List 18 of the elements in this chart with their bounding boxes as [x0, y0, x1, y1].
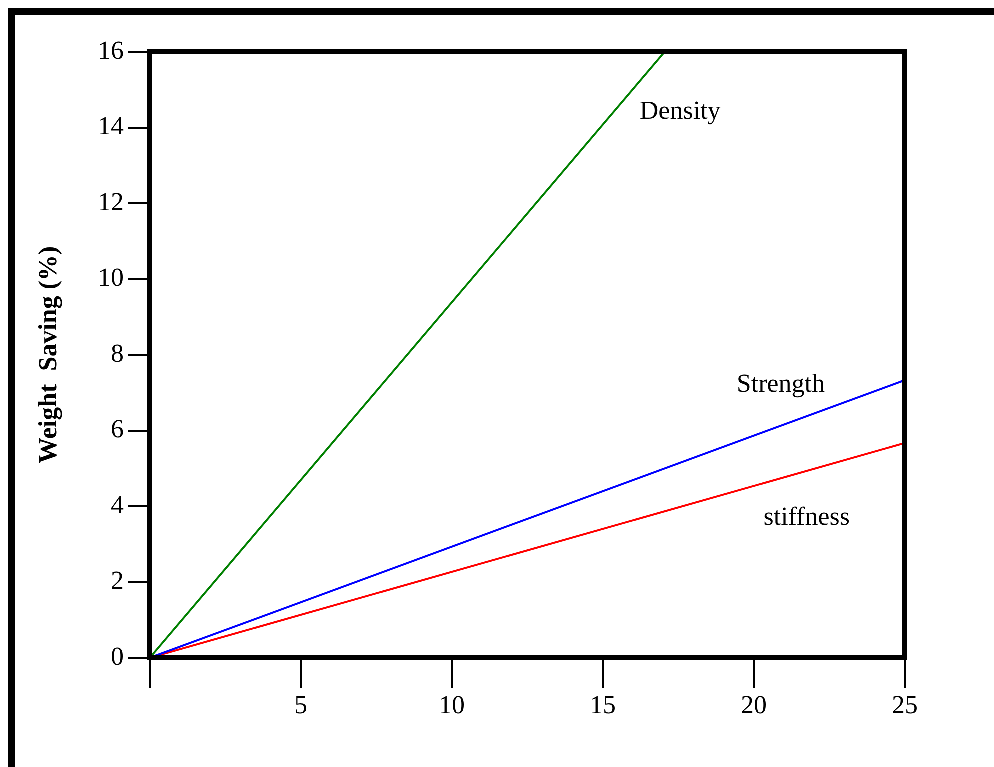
y-tick-label: 12 [98, 187, 124, 216]
x-tick-label: 10 [439, 690, 465, 720]
x-tick-label: 15 [590, 690, 616, 720]
y-tick-label: 8 [111, 338, 124, 368]
y-tick-label: 10 [98, 263, 124, 292]
x-tick-label: 5 [294, 690, 308, 720]
x-tick-label: 20 [741, 690, 767, 720]
y-tick-label: 6 [111, 414, 124, 444]
y-tick-label: 4 [111, 490, 124, 520]
series-label: Strength [736, 369, 825, 398]
series-label: Density [640, 96, 721, 125]
series-label: stiffness [764, 502, 850, 532]
x-tick-label: 25 [892, 690, 918, 720]
y-tick-label: 14 [98, 112, 124, 141]
y-tick-label: 16 [98, 36, 124, 65]
y-tick-label: 0 [111, 642, 124, 671]
y-tick-label: 2 [111, 566, 124, 596]
y-axis-title: Weight Saving (%) [33, 246, 62, 464]
